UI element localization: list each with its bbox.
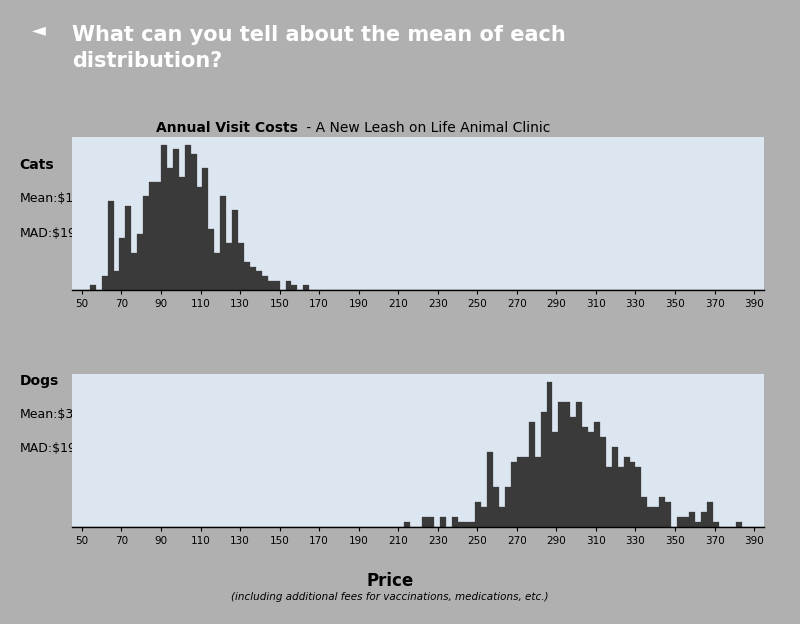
Bar [529,422,534,527]
Text: Mean:$300.75: Mean:$300.75 [19,408,110,421]
Bar [463,522,470,527]
Bar [606,467,612,527]
Bar [303,285,310,290]
Bar [107,201,114,290]
Bar [570,417,576,527]
Bar [274,281,280,290]
Text: What can you tell about the mean of each
distribution?: What can you tell about the mean of each… [72,24,566,71]
Bar [665,502,671,527]
Text: Price: Price [366,572,414,590]
Bar [683,517,689,527]
Bar [90,285,96,290]
Bar [220,196,226,290]
Text: Mean:$101.13: Mean:$101.13 [19,192,110,205]
Bar [534,457,541,527]
Bar [197,187,202,290]
Bar [642,497,647,527]
Bar [178,177,185,290]
Bar [511,462,517,527]
Bar [600,437,606,527]
Bar [618,467,624,527]
Text: Annual Visit Costs: Annual Visit Costs [157,122,298,135]
Bar [594,422,600,527]
Bar [487,452,493,527]
Bar [612,447,618,527]
Bar [493,487,499,527]
Bar [470,522,475,527]
Bar [630,462,635,527]
Bar [244,262,250,290]
Bar [214,253,220,290]
Bar [701,512,706,527]
Text: (including additional fees for vaccinations, medications, etc.): (including additional fees for vaccinati… [231,592,549,602]
Bar [232,210,238,290]
Bar [167,168,173,290]
Bar [404,522,410,527]
Bar [291,285,298,290]
Bar [286,281,291,290]
Bar [576,402,582,527]
Bar [209,229,214,290]
Bar [475,502,482,527]
Bar [173,149,178,290]
Bar [202,168,209,290]
Bar [185,145,190,290]
Bar [143,196,149,290]
Bar [268,281,274,290]
Bar [553,432,558,527]
Bar [635,467,642,527]
Bar [440,517,446,527]
Bar [499,507,505,527]
Bar [250,266,256,290]
Bar [659,497,665,527]
Bar [558,402,564,527]
Bar [126,206,131,290]
Bar [238,243,244,290]
Text: MAD:$19.97: MAD:$19.97 [19,227,96,240]
Bar [428,517,434,527]
Bar [102,276,107,290]
Bar [522,457,529,527]
Text: - A New Leash on Life Animal Clinic: - A New Leash on Life Animal Clinic [302,122,550,135]
Bar [647,507,654,527]
Text: Cats: Cats [19,158,54,172]
Bar [155,182,161,290]
Bar [131,253,138,290]
Bar [161,145,167,290]
Bar [190,154,197,290]
Bar [517,457,522,527]
Bar [452,517,458,527]
Bar [713,522,718,527]
Bar [505,487,511,527]
Bar [149,182,155,290]
Bar [422,517,428,527]
Bar [624,457,630,527]
Bar [119,238,126,290]
Bar [541,412,546,527]
Bar [138,234,143,290]
Bar [226,243,232,290]
Bar [689,512,694,527]
Bar [256,271,262,290]
Bar [262,276,268,290]
Bar [706,502,713,527]
Bar [482,507,487,527]
Text: Dogs: Dogs [19,374,58,388]
Text: MAD:$19.35: MAD:$19.35 [19,442,96,456]
Bar [736,522,742,527]
Bar [582,427,588,527]
Bar [114,271,119,290]
Bar [564,402,570,527]
Bar [458,522,463,527]
Text: ◄: ◄ [32,21,46,39]
Bar [546,382,553,527]
Bar [654,507,659,527]
Bar [588,432,594,527]
Bar [677,517,683,527]
Bar [694,522,701,527]
